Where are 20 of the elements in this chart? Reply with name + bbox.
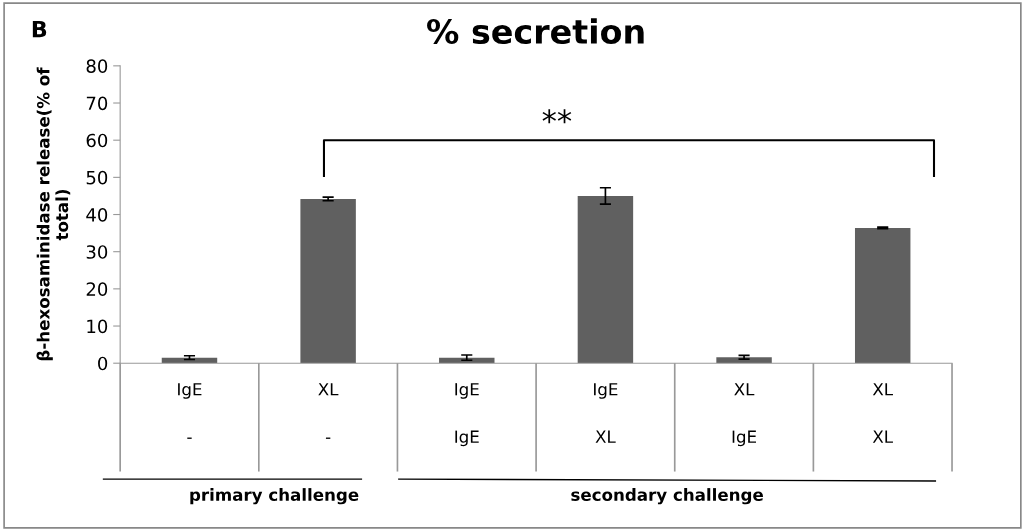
category-label: XL XL	[872, 383, 893, 443]
y-tick-label: 0	[98, 356, 108, 371]
y-tick-label: 30	[86, 245, 108, 259]
text: B	[32, 20, 47, 38]
y-tick-label: 10	[87, 319, 108, 334]
y-axis-title: β-hexosaminidase release(% of total)	[36, 67, 71, 361]
y-tick-label: 80	[86, 59, 108, 73]
y-tick-label: 70	[86, 96, 108, 111]
y-tick-label: 50	[86, 170, 108, 185]
y-tick-label: 60	[86, 133, 108, 148]
category-label: IgE IgE	[455, 383, 479, 447]
text: primary challenge	[190, 488, 359, 505]
category-label: IgE XL	[594, 383, 618, 443]
y-tick-label: 20	[86, 282, 108, 296]
annotation: **	[542, 109, 572, 124]
text: secondary challenge	[571, 488, 763, 505]
category-label: XL IgE	[732, 383, 757, 447]
chart-title: % secretion	[427, 18, 644, 45]
y-tick-label: 40	[86, 207, 108, 222]
category-label: XL -	[318, 383, 339, 439]
